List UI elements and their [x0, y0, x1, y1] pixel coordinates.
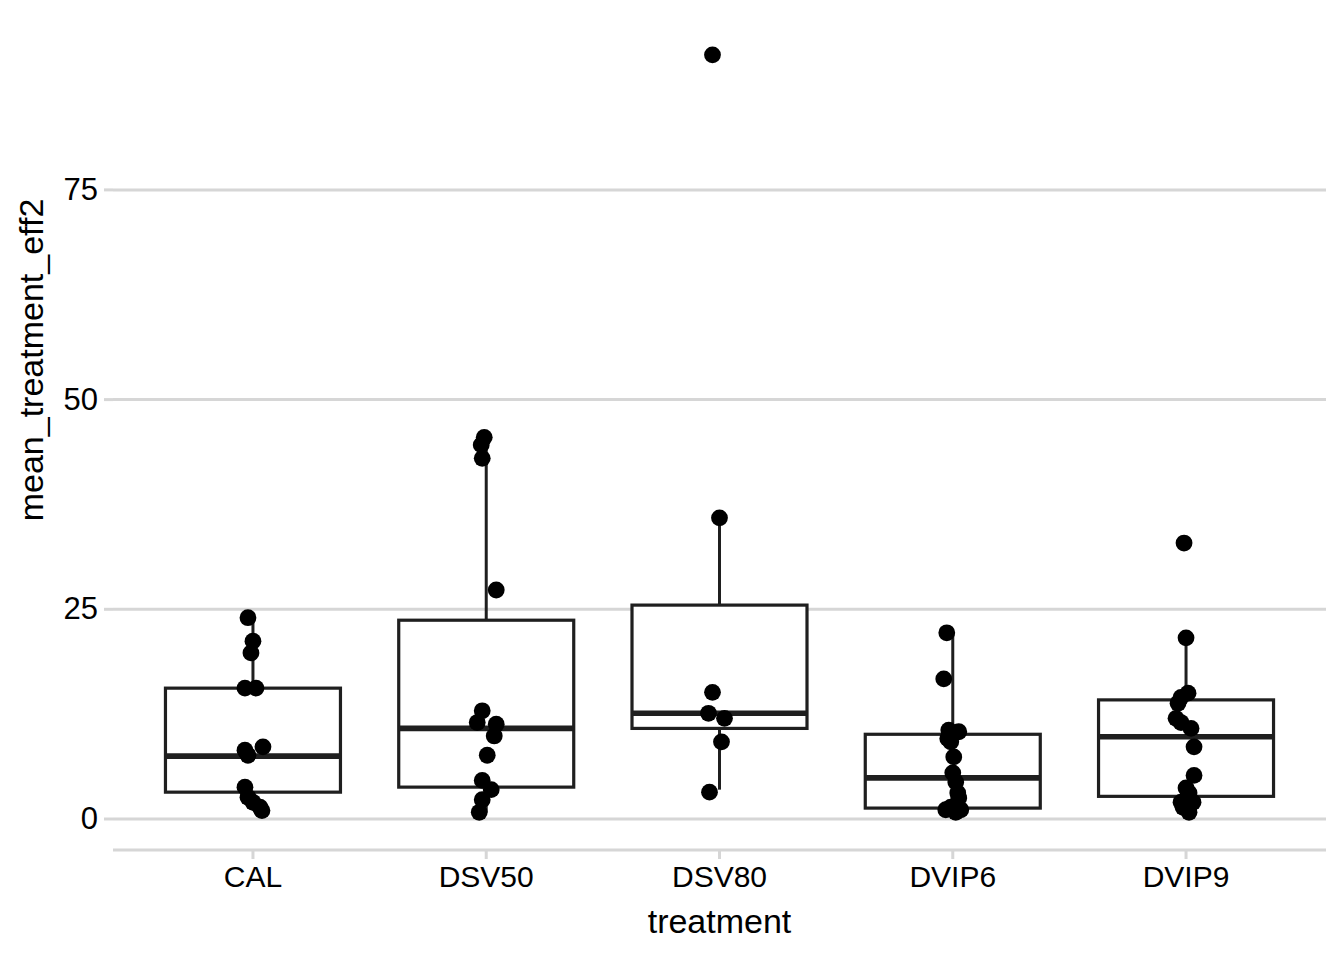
chart-canvas: [0, 0, 1344, 960]
x-tick-label-DVIP6: DVIP6: [863, 860, 1043, 894]
jitter-point-DVIP9: [1183, 720, 1200, 737]
x-tick-label-DSV80: DSV80: [630, 860, 810, 894]
jitter-point-DVIP6: [938, 624, 955, 641]
x-tick-label-CAL: CAL: [163, 860, 343, 894]
jitter-point-DSV50: [479, 747, 496, 764]
y-tick-label-75: 75: [34, 173, 98, 207]
jitter-point-DVIP6: [945, 749, 962, 766]
jitter-point-DVIP9: [1186, 738, 1203, 755]
jitter-point-DVIP9: [1178, 629, 1195, 646]
box-CAL: [165, 688, 340, 792]
jitter-point-DVIP6: [935, 671, 952, 688]
jitter-point-CAL: [248, 680, 265, 697]
jitter-point-CAL: [243, 645, 260, 662]
jitter-point-DVIP9: [1176, 535, 1193, 552]
jitter-point-DSV80: [711, 509, 728, 526]
x-tick-label-DVIP9: DVIP9: [1096, 860, 1276, 894]
y-tick-label-0: 0: [34, 802, 98, 836]
jitter-point-DSV80: [716, 710, 733, 727]
y-tick-label-50: 50: [34, 383, 98, 417]
jitter-point-DSV80: [700, 705, 717, 722]
x-axis-title: treatment: [113, 904, 1326, 938]
jitter-point-DVIP9: [1181, 804, 1198, 821]
jitter-point-DSV80: [701, 784, 718, 801]
boxplot-figure: treatment mean_treatment_eff2 0 25 50 75 CAL…: [0, 0, 1344, 960]
jitter-point-DVIP6: [947, 804, 964, 821]
jitter-point-DVIP9: [1170, 695, 1187, 712]
jitter-point-CAL: [255, 738, 272, 755]
jitter-point-DSV50: [471, 804, 488, 821]
jitter-point-DVIP6: [942, 733, 959, 750]
jitter-point-CAL: [240, 747, 257, 764]
jitter-point-CAL: [240, 609, 257, 626]
jitter-point-DSV50: [474, 450, 491, 467]
y-tick-label-25: 25: [34, 592, 98, 626]
jitter-point-DSV50: [486, 728, 503, 745]
jitter-point-DSV50: [488, 582, 505, 599]
jitter-point-DSV50: [469, 714, 486, 731]
jitter-point-DSV80: [704, 684, 721, 701]
jitter-point-CAL: [254, 802, 271, 819]
y-axis-title: mean_treatment_eff2: [14, 199, 48, 522]
jitter-point-DSV80: [704, 46, 721, 63]
x-tick-label-DSV50: DSV50: [396, 860, 576, 894]
box-DSV80: [632, 605, 807, 728]
jitter-point-DSV80: [713, 733, 730, 750]
